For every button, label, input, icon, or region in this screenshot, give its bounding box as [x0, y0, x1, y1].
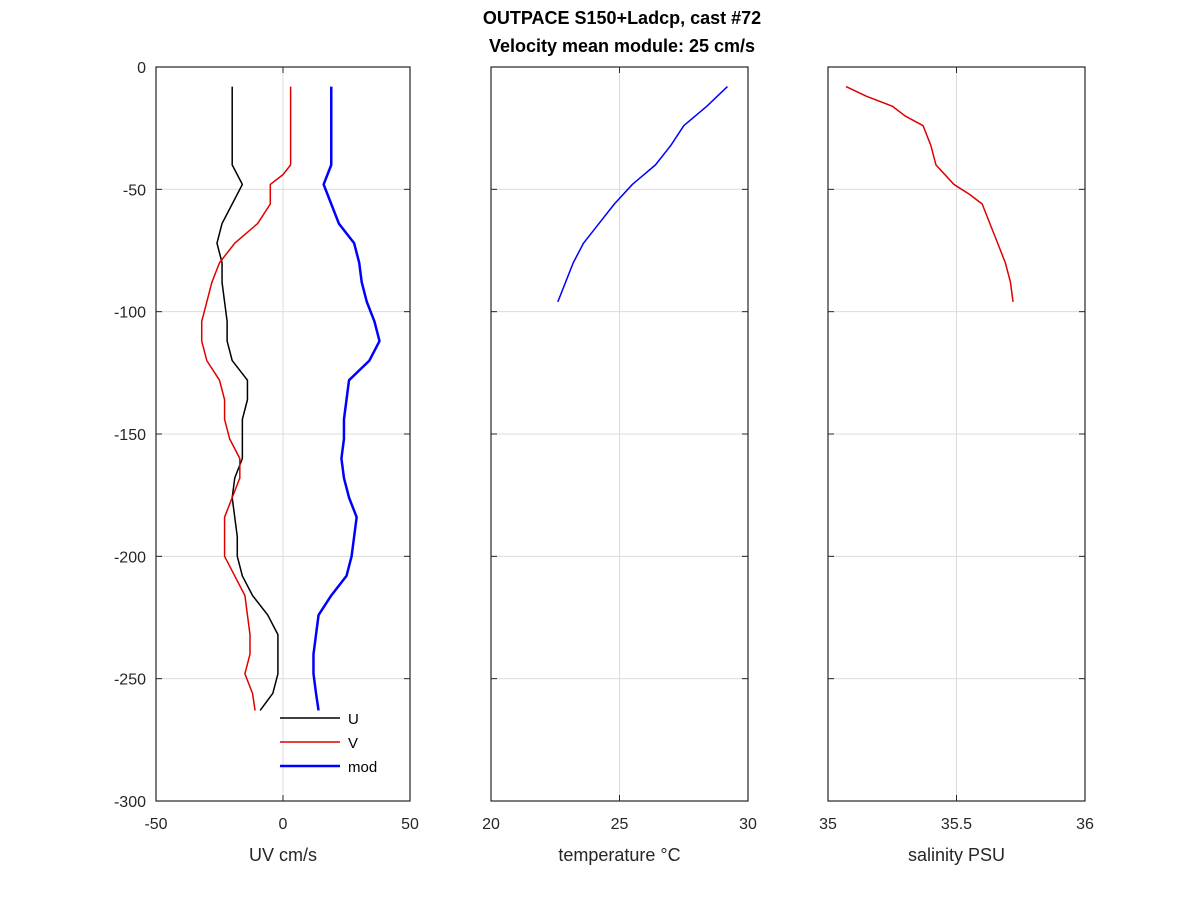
series-line-mod	[312, 86, 381, 711]
series-line-v	[200, 86, 292, 711]
series-line-u	[216, 86, 279, 711]
legend-label-mod: mod	[348, 759, 377, 776]
y-tick-label: 0	[137, 60, 146, 77]
x-tick-label: 36	[1076, 816, 1094, 833]
chart-panels: -50 0 50 -300 -250 -200 -150 -100 -50 0 UV cm/s UVm…	[114, 60, 1094, 865]
y-tick-label: -100	[114, 305, 146, 322]
x-axis-label: salinity PSU	[908, 845, 1005, 865]
y-tick-label: -250	[114, 672, 146, 689]
series-line-2-0	[845, 85, 1014, 302]
legend-label-v: V	[348, 735, 358, 752]
x-tick-label: 0	[279, 816, 288, 833]
y-tick-label: -300	[114, 794, 146, 811]
y-tick-label: -50	[123, 182, 146, 199]
x-tick-label: -50	[144, 816, 167, 833]
x-axis-label: temperature °C	[558, 845, 680, 865]
y-tick-label: -150	[114, 427, 146, 444]
figure-title-line-1: OUTPACE S150+Ladcp, cast #72	[483, 8, 761, 28]
x-tick-label: 25	[611, 816, 629, 833]
x-tick-label: 35	[819, 816, 837, 833]
figure-title-line-2: Velocity mean module: 25 cm/s	[489, 36, 755, 56]
velocity-panel: -50 0 50 -300 -250 -200 -150 -100 -50 0 UV cm/s UVm…	[114, 60, 419, 865]
x-tick-label: 20	[482, 816, 500, 833]
y-tick-label: -200	[114, 549, 146, 566]
x-tick-label: 30	[739, 816, 757, 833]
series-line-1-0	[557, 86, 728, 303]
x-tick-label: 50	[401, 816, 419, 833]
x-axis-label: UV cm/s	[249, 845, 317, 865]
salinity-panel: 35 35.5 36 salinity PSU	[819, 66, 1094, 865]
temperature-panel: 20 25 30 temperature °C	[482, 66, 757, 865]
legend-label-u: U	[348, 711, 359, 728]
x-tick-label: 35.5	[941, 816, 972, 833]
